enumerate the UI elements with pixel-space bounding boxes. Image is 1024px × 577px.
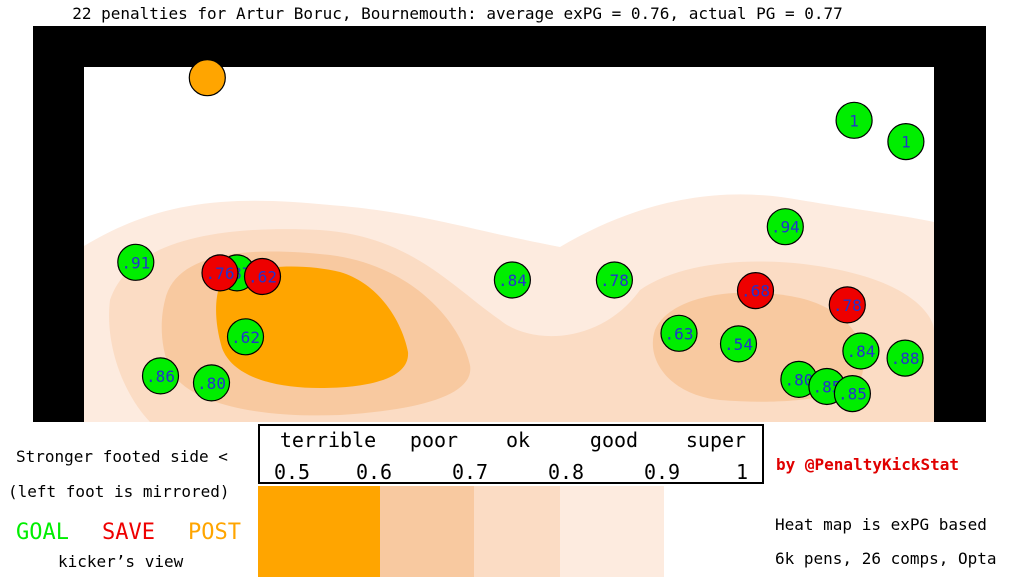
penalty-point-goal bbox=[660, 314, 698, 352]
legend-box: terrible poor ok good super 0.5 0.6 0.7 … bbox=[258, 424, 764, 484]
penalty-point-label: .68 bbox=[741, 282, 770, 301]
penalty-point-label: .94 bbox=[771, 218, 800, 237]
legend-quality-super: super bbox=[685, 428, 747, 452]
penalty-point-save bbox=[828, 286, 866, 324]
legend-scale-0-7: 0.7 bbox=[451, 460, 489, 484]
legend-bar-good bbox=[560, 486, 664, 577]
penalty-point-label: .78 bbox=[600, 271, 629, 290]
penalty-point-goal bbox=[141, 357, 180, 395]
legend-scale-0-9: 0.9 bbox=[643, 460, 681, 484]
stronger-side-note: Stronger footed side < bbox=[16, 447, 228, 466]
penalty-point-label: .84 bbox=[846, 342, 875, 361]
penalty-point-label: .62 bbox=[248, 268, 277, 287]
legend-scale-1: 1 bbox=[735, 460, 749, 484]
heat-band-terrible bbox=[216, 266, 409, 388]
penalty-point-save bbox=[201, 254, 239, 292]
legend-color-bars bbox=[258, 486, 764, 577]
penalty-point-goal bbox=[117, 243, 155, 281]
penalty-point-label: .80 bbox=[197, 374, 226, 393]
legend-quality-terrible: terrible bbox=[279, 428, 377, 452]
legend-post-label: POST bbox=[188, 520, 241, 545]
legend-quality-poor: poor bbox=[409, 428, 459, 452]
penalty-point-label: 1 bbox=[901, 133, 911, 152]
penalty-point-label: .80 bbox=[784, 370, 813, 389]
legend-save-label: SAVE bbox=[102, 520, 155, 545]
penalty-point-label: .91 bbox=[121, 253, 150, 272]
penalty-point-goal bbox=[493, 261, 532, 299]
heatmap-note: Heat map is exPG based bbox=[775, 515, 987, 534]
penalty-point-save bbox=[736, 272, 775, 310]
penalty-points: 11.94.91.87.76.62.84.78.68.78.63.62.54.8… bbox=[117, 59, 925, 413]
view-label: kicker’s view bbox=[58, 552, 184, 571]
author-credit: by @PenaltyKickStat bbox=[776, 455, 960, 474]
penalty-point-label: .86 bbox=[146, 367, 175, 386]
penalty-point-label: .85 bbox=[838, 385, 867, 404]
penalty-point-goal bbox=[226, 318, 265, 356]
legend-scale-0-8: 0.8 bbox=[547, 460, 585, 484]
penalty-point-post bbox=[188, 59, 226, 97]
penalty-point-goal bbox=[766, 208, 804, 246]
legend-bar-super bbox=[664, 486, 764, 577]
penalty-point-label: .76 bbox=[206, 264, 235, 283]
penalty-point-goal bbox=[192, 364, 231, 402]
penalty-point-goal bbox=[842, 332, 880, 370]
penalty-point-label: 1 bbox=[849, 111, 859, 130]
chart-title: 22 penalties for Artur Boruc, Bournemout… bbox=[72, 4, 843, 23]
penalty-point-goal bbox=[887, 123, 925, 161]
penalty-point-label: .54 bbox=[724, 335, 753, 354]
legend-goal-label: GOAL bbox=[16, 520, 69, 545]
penalty-point-label: .62 bbox=[231, 328, 260, 347]
penalty-point-label: .88 bbox=[891, 349, 920, 368]
penalty-point-label: .84 bbox=[498, 271, 527, 290]
penalty-point-label: .78 bbox=[833, 296, 862, 315]
legend-bar-poor bbox=[380, 486, 474, 577]
legend-quality-good: good bbox=[589, 428, 639, 452]
legend-bar-terrible bbox=[258, 486, 380, 577]
mirrored-note: (left foot is mirrored) bbox=[8, 482, 230, 501]
legend-scale-0-5: 0.5 bbox=[273, 460, 311, 484]
legend-scale-0-6: 0.6 bbox=[355, 460, 393, 484]
penalty-point-goal bbox=[595, 261, 634, 299]
penalty-point-goal bbox=[886, 339, 924, 377]
penalty-point-goal bbox=[833, 375, 872, 413]
penalty-point-label: .63 bbox=[665, 324, 694, 343]
data-source-note: 6k pens, 26 comps, Opta bbox=[775, 549, 997, 568]
penalty-point-save bbox=[243, 257, 282, 296]
legend-quality-ok: ok bbox=[505, 428, 531, 452]
penalty-point-goal bbox=[835, 101, 873, 139]
penalty-point-goal bbox=[719, 325, 758, 363]
legend-bar-ok bbox=[474, 486, 560, 577]
